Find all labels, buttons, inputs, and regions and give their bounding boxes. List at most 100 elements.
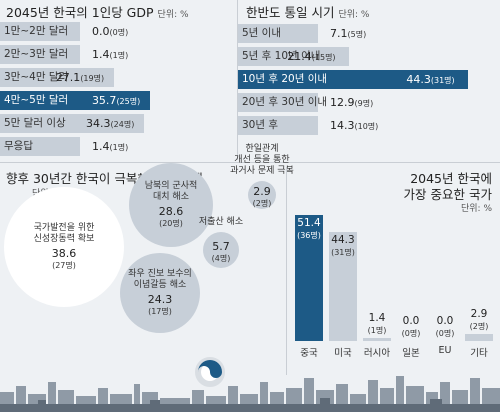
value-number: 27.1 xyxy=(55,71,81,84)
bubble-label: 한일관계 xyxy=(245,144,279,154)
bar-row: 2만~3만 달러 1.4(1명) xyxy=(0,45,232,64)
value-label: 7.1(5명) xyxy=(330,24,366,43)
vertical-divider-bottom xyxy=(286,167,287,375)
unification-title-row: 한반도 통일 시기 단위: % xyxy=(246,2,369,21)
value-number: 12.9 xyxy=(330,96,355,109)
value-label: 1.4 xyxy=(368,311,386,324)
category-label: 일본 xyxy=(402,348,420,359)
bubble xyxy=(129,163,213,247)
gdp-title-row: 2045년 한국의 1인당 GDP 단위: % xyxy=(6,2,189,21)
bar-row: 5만 달러 이상 34.3(24명) xyxy=(0,114,232,133)
bubble-count: (17명) xyxy=(148,307,172,316)
category-label: 무응답 xyxy=(4,140,33,152)
bar-row: 30년 후 14.3(10명) xyxy=(238,116,496,135)
countries-unit: 단위: % xyxy=(460,204,492,214)
gdp-panel: 2045년 한국의 1인당 GDP 단위: % 1만~2만 달러 0.0(0명) 2만… xyxy=(0,0,240,162)
bubble-label: 신성장동력 확보 xyxy=(33,234,95,244)
bar xyxy=(238,93,318,112)
value-label: 12.9(9명) xyxy=(330,93,373,112)
bar xyxy=(329,232,357,341)
bubble-count: (27명) xyxy=(52,261,76,270)
category-label: 20년 후 30년 이내 xyxy=(242,96,328,108)
respondent-count: (19명) xyxy=(80,74,105,83)
bubble-value: 28.6 xyxy=(158,205,184,218)
bubble xyxy=(4,187,124,307)
countries-title-line1: 2045년 한국에 xyxy=(410,171,492,186)
bubble xyxy=(120,253,200,333)
bubble-value: 38.6 xyxy=(51,247,77,260)
category-label: 3만~4만 달러 xyxy=(4,71,69,83)
category-label: 30년 후 xyxy=(242,119,279,131)
bar-row: 5년 후 10년 이내 21.4(15명) xyxy=(238,47,496,66)
respondent-count: (1명) xyxy=(109,143,129,152)
bar xyxy=(0,114,145,133)
gdp-unit: 단위: % xyxy=(157,10,189,20)
countries-title-line2: 가장 중요한 국가 xyxy=(403,187,492,202)
category-label: 기타 xyxy=(470,348,488,359)
bubble-count: (20명) xyxy=(159,219,183,228)
bar-row: 20년 후 30년 이내 12.9(9명) xyxy=(238,93,496,112)
respondent-count: (31명) xyxy=(331,248,355,258)
bubble-label: 과거사 문제 극복 xyxy=(230,166,294,176)
category-label: 4만~5만 달러 xyxy=(4,94,69,106)
vertical-divider-top xyxy=(237,0,238,160)
bar-row: 10년 후 20년 이내 44.3(31명) xyxy=(238,70,496,89)
respondent-count: (10명) xyxy=(354,122,379,131)
respondent-count: (15명) xyxy=(311,53,336,62)
value-label: 51.4 xyxy=(297,217,321,230)
bubble-count: (4명) xyxy=(211,254,231,263)
category-label: 5년 후 10년 이내 xyxy=(242,50,321,62)
value-number: 44.3 xyxy=(406,73,431,86)
bar-row: 3만~4만 달러 27.1(19명) xyxy=(0,68,232,87)
category-label: 2만~3만 달러 xyxy=(4,48,69,60)
value-label: 1.4(1명) xyxy=(92,137,128,156)
respondent-count: (9명) xyxy=(354,99,374,108)
bar-row: 무응답 1.4(1명) xyxy=(0,137,232,156)
city-skyline-illustration xyxy=(0,357,500,412)
respondent-count: (1명) xyxy=(367,325,387,335)
value-number: 14.3 xyxy=(330,119,355,132)
category-label: EU xyxy=(438,345,452,356)
category-label: 중국 xyxy=(300,348,318,359)
bar-row: 5년 이내 7.1(5명) xyxy=(238,24,496,43)
value-number: 1.4 xyxy=(92,140,110,153)
respondent-count: (0명) xyxy=(109,28,129,37)
category-label: 미국 xyxy=(334,348,352,359)
bar-row: 4만~5만 달러 35.7(25명) xyxy=(0,91,232,110)
respondent-count: (36명) xyxy=(297,231,321,241)
bar-row: 1만~2만 달러 0.0(0명) xyxy=(0,22,232,41)
value-label: 14.3(10명) xyxy=(330,116,378,135)
challenges-panel: 향후 30년간 한국이 극복해야 할 과제 단위: % 국가발전을 위한신성장동… xyxy=(0,144,294,378)
value-label: 35.7(25명) xyxy=(92,91,140,110)
category-label: 러시아 xyxy=(363,348,391,359)
skyline-foreground xyxy=(0,398,500,412)
value-label: 2.9 xyxy=(470,307,488,320)
value-label: 44.3(31명) xyxy=(406,70,454,89)
respondent-count: (2명) xyxy=(469,321,489,331)
respondent-count: (5명) xyxy=(347,30,367,39)
category-label: 1만~2만 달러 xyxy=(4,25,69,37)
category-label: 10년 후 20년 이내 xyxy=(242,73,328,85)
bubble-label: 저출산 해소 xyxy=(198,217,244,227)
bubble xyxy=(248,181,276,209)
bar xyxy=(238,116,318,135)
value-number: 7.1 xyxy=(330,27,348,40)
value-label: 27.1(19명) xyxy=(56,68,104,87)
bar xyxy=(0,45,80,64)
bubble-label: 대치 해소 xyxy=(153,192,189,202)
value-number: 21.4 xyxy=(287,50,312,63)
bar xyxy=(238,24,318,43)
respondent-count: (24명) xyxy=(110,120,135,129)
bubble-count: (2명) xyxy=(252,199,272,208)
gdp-title: 2045년 한국의 1인당 GDP xyxy=(6,5,154,20)
value-label: 0.0 xyxy=(436,315,454,327)
value-label: 34.3(24명) xyxy=(86,114,134,133)
respondent-count: (1명) xyxy=(109,51,129,60)
bubble xyxy=(203,232,239,268)
value-label: 0.0 xyxy=(402,315,420,327)
value-number: 0.0 xyxy=(92,25,110,38)
bubble-label: 좌우 진보 보수의 xyxy=(128,269,192,279)
respondent-count: (31명) xyxy=(430,76,455,85)
bubble-value: 2.9 xyxy=(253,185,271,198)
bubble-label: 남북의 군사적 xyxy=(144,181,198,191)
